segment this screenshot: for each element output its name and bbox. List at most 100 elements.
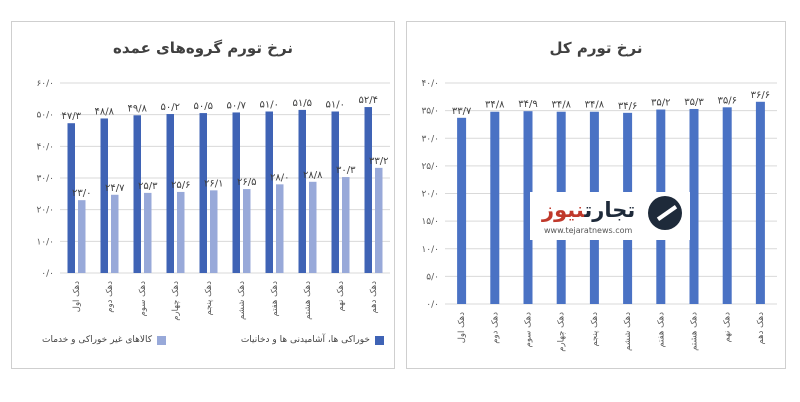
chart-legend: خوراکی ها، آشامیدنی ها و دخانیات کالاهای…	[42, 335, 384, 345]
bar	[276, 184, 284, 273]
bar	[243, 189, 251, 273]
y-tick-label: ۴۰/۰	[36, 142, 54, 152]
watermark-brand-part1: تجارت	[584, 198, 636, 222]
x-tick-label: دهک هفتم	[270, 281, 280, 317]
x-tick-label: دهک چهارم	[171, 281, 181, 321]
x-tick-label: دهک پنجم	[590, 312, 600, 347]
bar	[298, 109, 306, 274]
x-tick-label: دهک دوم	[490, 312, 500, 344]
data-label: ۲۶/۵	[237, 177, 256, 188]
data-label: ۳۳/۲	[369, 156, 388, 167]
y-tick-label: ۳۵/۰	[421, 107, 439, 117]
bar	[490, 111, 500, 304]
bar	[722, 107, 732, 304]
chart-panel-group-inflation: نرخ تورم گروه‌های عمده ۰/۰ ۱۰/۰ ۲۰/۰ ۳۰/۰ ۴۰…	[11, 21, 395, 369]
x-tick-label: دهک ششم	[237, 281, 247, 320]
bar	[78, 200, 86, 273]
legend-item-food: خوراکی ها، آشامیدنی ها و دخانیات	[241, 335, 384, 345]
data-label: ۲۶/۱	[204, 178, 223, 189]
y-tick-label: ۲۰/۰	[36, 206, 54, 216]
x-tick-label: دهک پنجم	[204, 281, 214, 316]
y-tick-label: ۴۰/۰	[421, 79, 439, 89]
y-tick-label: ۳۰/۰	[421, 134, 439, 144]
bar	[331, 111, 339, 273]
bar	[755, 101, 765, 304]
legend-swatch-nonfood	[157, 335, 167, 345]
watermark-url: www.tejaratnews.com	[544, 226, 633, 235]
y-tick-label: ۱۵/۰	[421, 217, 439, 227]
bar	[133, 115, 141, 273]
y-tick-label: ۲۰/۰	[421, 190, 439, 200]
data-label: ۲۸/۸	[303, 170, 323, 181]
y-tick-label: ۵۰/۰	[36, 111, 54, 121]
x-tick-label: دهک اول	[457, 312, 467, 343]
bar	[342, 177, 350, 273]
data-label: ۲۸/۰	[270, 172, 289, 183]
bar	[689, 108, 699, 304]
y-tick-label: ۲۵/۰	[421, 162, 439, 172]
data-label: ۳۴/۹	[518, 99, 537, 110]
chart-title: نرخ تورم گروه‌های عمده	[113, 39, 293, 57]
y-tick-label: ۵/۰	[426, 272, 439, 282]
y-tick-label: ۱۰/۰	[36, 237, 54, 247]
legend-label-food: خوراکی ها، آشامیدنی ها و دخانیات	[240, 335, 370, 345]
data-label: ۳۶/۶	[751, 90, 770, 101]
legend-item-nonfood: کالاهای غیر خوراکی و خدمات	[42, 335, 167, 345]
x-tick-label: دهک ششم	[623, 312, 633, 351]
x-tick-label: دهک چهارم	[557, 312, 567, 352]
data-label: ۵۰/۵	[194, 101, 213, 112]
bar	[210, 190, 218, 273]
bar	[199, 113, 207, 273]
legend-swatch-food	[375, 335, 384, 345]
bar	[375, 167, 383, 273]
data-label: ۵۰/۷	[227, 100, 247, 111]
data-label: ۳۵/۳	[684, 97, 704, 108]
watermark-brand: تجارتنیوز	[542, 198, 635, 222]
data-label: ۵۱/۰	[326, 100, 345, 111]
x-tick-label: دهک اول	[72, 281, 82, 312]
bar	[523, 111, 533, 305]
bar-chart-group-inflation: ۰/۰ ۱۰/۰ ۲۰/۰ ۳۰/۰ ۴۰/۰ ۵۰/۰ ۶۰/۰ ۴۷/۳ ۲۳/۰ دهک ا…	[36, 79, 390, 321]
data-label: ۵۱/۰	[260, 100, 279, 111]
data-label: ۳۰/۳	[336, 165, 356, 176]
data-label: ۲۵/۶	[171, 180, 190, 191]
x-tick-label: دهک دهم	[756, 312, 766, 345]
y-tick-label: ۶۰/۰	[36, 79, 54, 89]
data-label: ۳۵/۲	[651, 98, 670, 109]
chart-title: نرخ تورم کل	[549, 39, 643, 57]
data-label: ۲۳/۰	[72, 188, 91, 199]
bar	[265, 111, 273, 273]
bar	[177, 191, 185, 273]
y-tick-label: ۰/۰	[426, 300, 439, 310]
bar	[232, 112, 240, 273]
x-tick-label: دهک نهم	[336, 281, 346, 312]
data-label: ۳۴/۸	[485, 100, 505, 111]
data-label: ۲۵/۳	[138, 181, 158, 192]
x-tick-label: دهک نهم	[723, 312, 733, 343]
data-label: ۳۴/۸	[585, 100, 605, 111]
legend-label-nonfood: کالاهای غیر خوراکی و خدمات	[42, 335, 153, 345]
bar	[67, 123, 75, 273]
x-tick-label: دهک دهم	[369, 281, 379, 314]
data-label: ۲۴/۷	[105, 183, 125, 194]
x-tick-label: دهک هشتم	[690, 312, 700, 351]
bar	[364, 107, 372, 273]
x-tick-label: دهک سوم	[524, 312, 534, 348]
data-label: ۴۷/۳	[62, 111, 82, 122]
bar	[166, 114, 174, 274]
bar	[309, 181, 317, 273]
x-tick-label: دهک دوم	[105, 281, 115, 313]
y-tick-label: ۱۰/۰	[421, 245, 439, 255]
data-label: ۳۳/۷	[452, 106, 472, 117]
y-tick-label: ۰/۰	[41, 269, 54, 279]
data-label: ۵۲/۴	[359, 95, 378, 106]
data-label: ۳۵/۶	[717, 95, 736, 106]
x-tick-label: دهک هشتم	[303, 281, 313, 320]
data-label: ۳۴/۸	[551, 100, 571, 111]
watermark-logo: تجارتنیوز www.tejaratnews.com	[530, 192, 690, 240]
bar	[144, 192, 152, 273]
bar	[457, 117, 467, 305]
logo-arrow-icon	[648, 196, 682, 230]
data-label: ۵۰/۲	[161, 102, 180, 113]
data-label: ۳۴/۶	[618, 101, 637, 112]
